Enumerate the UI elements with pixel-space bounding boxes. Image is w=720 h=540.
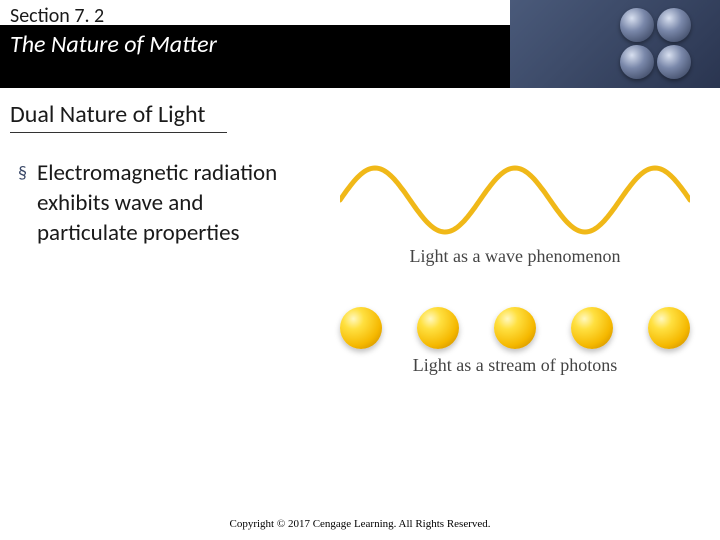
bullet-row: § Electromagnetic radiation exhibits wav… <box>18 158 308 248</box>
mini-sphere-icon <box>657 8 691 42</box>
wave-caption: Light as a wave phenomenon <box>330 246 700 267</box>
bullet-text: Electromagnetic radiation exhibits wave … <box>37 158 308 248</box>
mini-sphere-icon <box>620 8 654 42</box>
wave-diagram <box>340 160 690 240</box>
slide-header: Section 7. 2 The Nature of Matter <box>0 0 720 88</box>
mini-sphere-icon <box>620 45 654 79</box>
bullet-block: § Electromagnetic radiation exhibits wav… <box>18 158 308 248</box>
photon-icon <box>494 307 536 349</box>
bullet-marker-icon: § <box>18 158 27 188</box>
photon-icon <box>648 307 690 349</box>
photon-icon <box>340 307 382 349</box>
photons-caption: Light as a stream of photons <box>330 355 700 376</box>
figure-area: Light as a wave phenomenon Light as a st… <box>330 160 700 460</box>
photon-icon <box>417 307 459 349</box>
header-accent-graphic <box>510 0 720 88</box>
slide-subtitle: Dual Nature of Light <box>10 100 205 129</box>
photon-icon <box>571 307 613 349</box>
subtitle-underline <box>10 132 227 133</box>
mini-sphere-icon <box>657 45 691 79</box>
copyright-text: Copyright © 2017 Cengage Learning. All R… <box>0 518 720 530</box>
section-number: Section 7. 2 <box>10 4 104 28</box>
sphere-grid <box>620 8 692 80</box>
section-title: The Nature of Matter <box>10 30 217 59</box>
photon-row <box>340 307 690 349</box>
